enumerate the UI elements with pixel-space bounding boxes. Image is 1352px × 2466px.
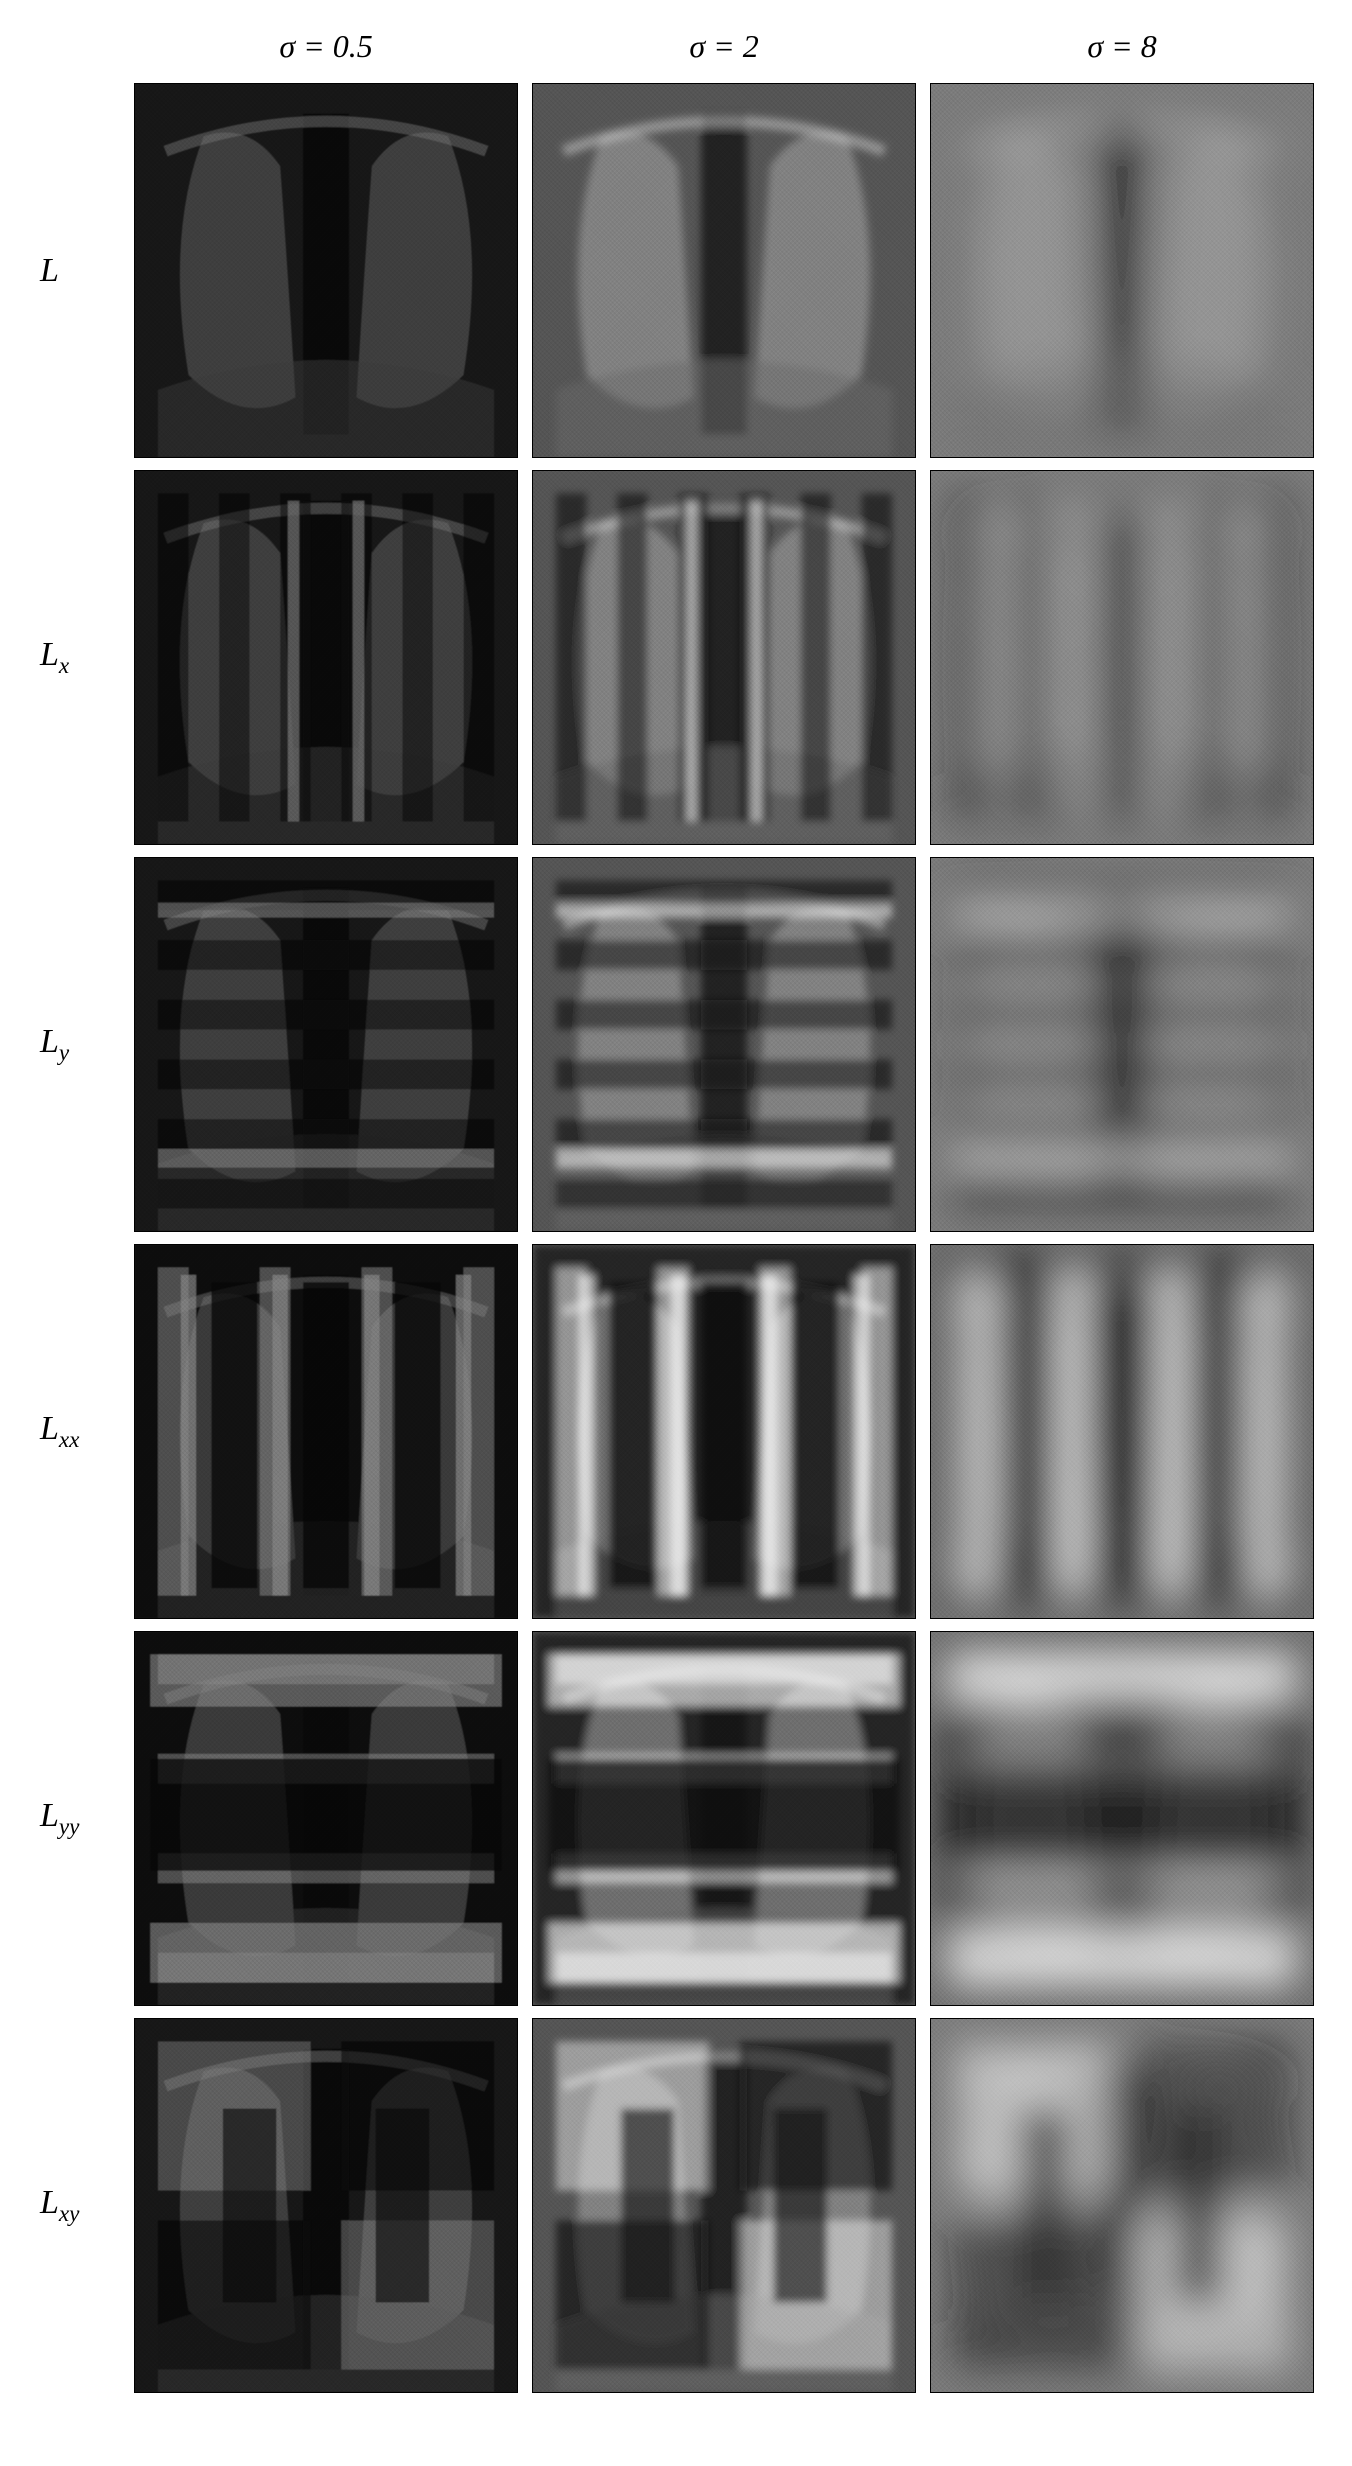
cell-Lxy-sigma-2 xyxy=(532,2018,916,2393)
figure-scale-space-derivatives: σ = 0.5 σ = 2 σ = 8 L Lx Ly Lxx Lyy Lxy xyxy=(0,0,1352,2433)
cell-Lxy-sigma-0.5 xyxy=(134,2018,518,2393)
row-label-Lxx: Lxx xyxy=(40,1412,120,1452)
cell-L-sigma-2 xyxy=(532,83,916,458)
cell-Lxx-sigma-0.5 xyxy=(134,1244,518,1619)
cell-Lxx-sigma-2 xyxy=(532,1244,916,1619)
col-header-sigma-2: σ = 2 xyxy=(532,28,916,71)
cell-Lx-sigma-2 xyxy=(532,470,916,845)
row-label-Lx: Lx xyxy=(40,638,120,678)
cell-Ly-sigma-0.5 xyxy=(134,857,518,1232)
cell-Lxy-sigma-8 xyxy=(930,2018,1314,2393)
cell-Lxx-sigma-8 xyxy=(930,1244,1314,1619)
cell-Lyy-sigma-8 xyxy=(930,1631,1314,2006)
image-grid: σ = 0.5 σ = 2 σ = 8 L Lx Ly Lxx Lyy Lxy xyxy=(40,28,1312,2393)
cell-L-sigma-0.5 xyxy=(134,83,518,458)
col-header-sigma-8: σ = 8 xyxy=(930,28,1314,71)
cell-Ly-sigma-8 xyxy=(930,857,1314,1232)
col-header-sigma-0.5: σ = 0.5 xyxy=(134,28,518,71)
cell-Lx-sigma-0.5 xyxy=(134,470,518,845)
cell-Lyy-sigma-2 xyxy=(532,1631,916,2006)
cell-L-sigma-8 xyxy=(930,83,1314,458)
row-label-Lxy: Lxy xyxy=(40,2186,120,2226)
row-label-Lyy: Lyy xyxy=(40,1799,120,1839)
row-label-Ly: Ly xyxy=(40,1025,120,1065)
row-label-L: L xyxy=(40,254,120,288)
cell-Ly-sigma-2 xyxy=(532,857,916,1232)
cell-Lyy-sigma-0.5 xyxy=(134,1631,518,2006)
cell-Lx-sigma-8 xyxy=(930,470,1314,845)
